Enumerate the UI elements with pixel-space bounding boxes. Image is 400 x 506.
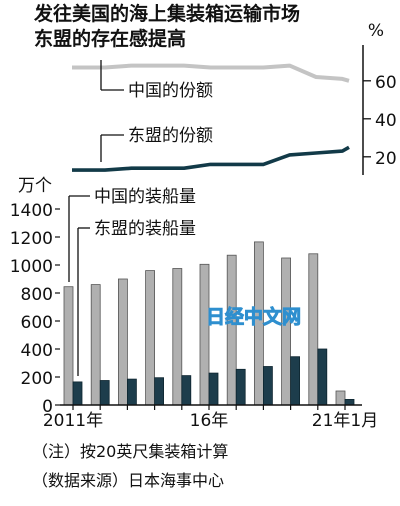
volume-tick-label: 800 bbox=[21, 285, 53, 305]
asean-volume-label: 东盟的装船量 bbox=[94, 219, 196, 239]
asean-volume-bar bbox=[317, 348, 328, 406]
share-tick-label: 20 bbox=[375, 149, 397, 169]
watermark-logo: 日经中文网 bbox=[206, 305, 301, 328]
volume-tick-label: 600 bbox=[21, 313, 53, 333]
chart-title: 发往美国的海上集装箱运输市场 bbox=[34, 3, 301, 25]
share-tick-label: 40 bbox=[375, 111, 397, 131]
volume-unit-label: 万个 bbox=[18, 176, 52, 196]
title-block: 发往美国的海上集装箱运输市场 东盟的存在感提高 bbox=[34, 2, 300, 52]
asean-volume-bar bbox=[262, 366, 273, 406]
china-volume-bar bbox=[335, 390, 346, 406]
share-tick-label: 60 bbox=[375, 73, 397, 93]
volume-tick-label: 1000 bbox=[10, 257, 53, 277]
china-volume-bar bbox=[172, 268, 183, 406]
asean-volume-bar bbox=[127, 378, 137, 406]
china-volume-bar bbox=[118, 278, 128, 406]
china-share-label: 中国的份额 bbox=[128, 81, 213, 101]
asean-volume-bar bbox=[344, 398, 355, 406]
asean-volume-bar bbox=[72, 381, 83, 406]
volume-tick-label: 400 bbox=[21, 341, 53, 361]
volume-x-label: 21年1月 bbox=[312, 411, 378, 431]
china-volume-bar bbox=[281, 257, 292, 406]
asean-volume-bar bbox=[235, 368, 246, 406]
asean-share-label: 东盟的份额 bbox=[128, 126, 213, 146]
asean-volume-bar bbox=[181, 375, 192, 406]
china-share-line bbox=[72, 63, 350, 83]
china-volume-bar bbox=[226, 254, 237, 406]
volume-tick-label: 0 bbox=[42, 397, 53, 417]
data-source: （数据来源）日本海事中心 bbox=[32, 471, 225, 490]
china-volume-bar bbox=[145, 270, 156, 406]
china-volume-bar bbox=[90, 284, 101, 406]
volume-tick-label: 200 bbox=[21, 369, 53, 389]
footnote: （注）按20英尺集装箱计算 bbox=[32, 442, 229, 461]
volume-x-label: 2011年 bbox=[43, 411, 103, 431]
volume-tick-label: 1400 bbox=[10, 201, 53, 221]
china-volume-bar bbox=[308, 253, 319, 406]
asean-volume-bar bbox=[154, 377, 165, 406]
china-volume-label: 中国的装船量 bbox=[94, 187, 196, 207]
asean-volume-bar bbox=[208, 372, 219, 406]
asean-volume-bar bbox=[99, 380, 110, 406]
china-volume-bar bbox=[199, 263, 210, 406]
asean-volume-bar bbox=[290, 356, 301, 406]
volume-tick-label: 1200 bbox=[10, 229, 53, 249]
chart-subtitle: 东盟的存在感提高 bbox=[34, 28, 187, 50]
share-unit-label: % bbox=[368, 21, 384, 41]
asean-share-line bbox=[72, 145, 350, 172]
volume-x-label: 16年 bbox=[190, 411, 229, 431]
china-volume-bar bbox=[63, 286, 74, 406]
